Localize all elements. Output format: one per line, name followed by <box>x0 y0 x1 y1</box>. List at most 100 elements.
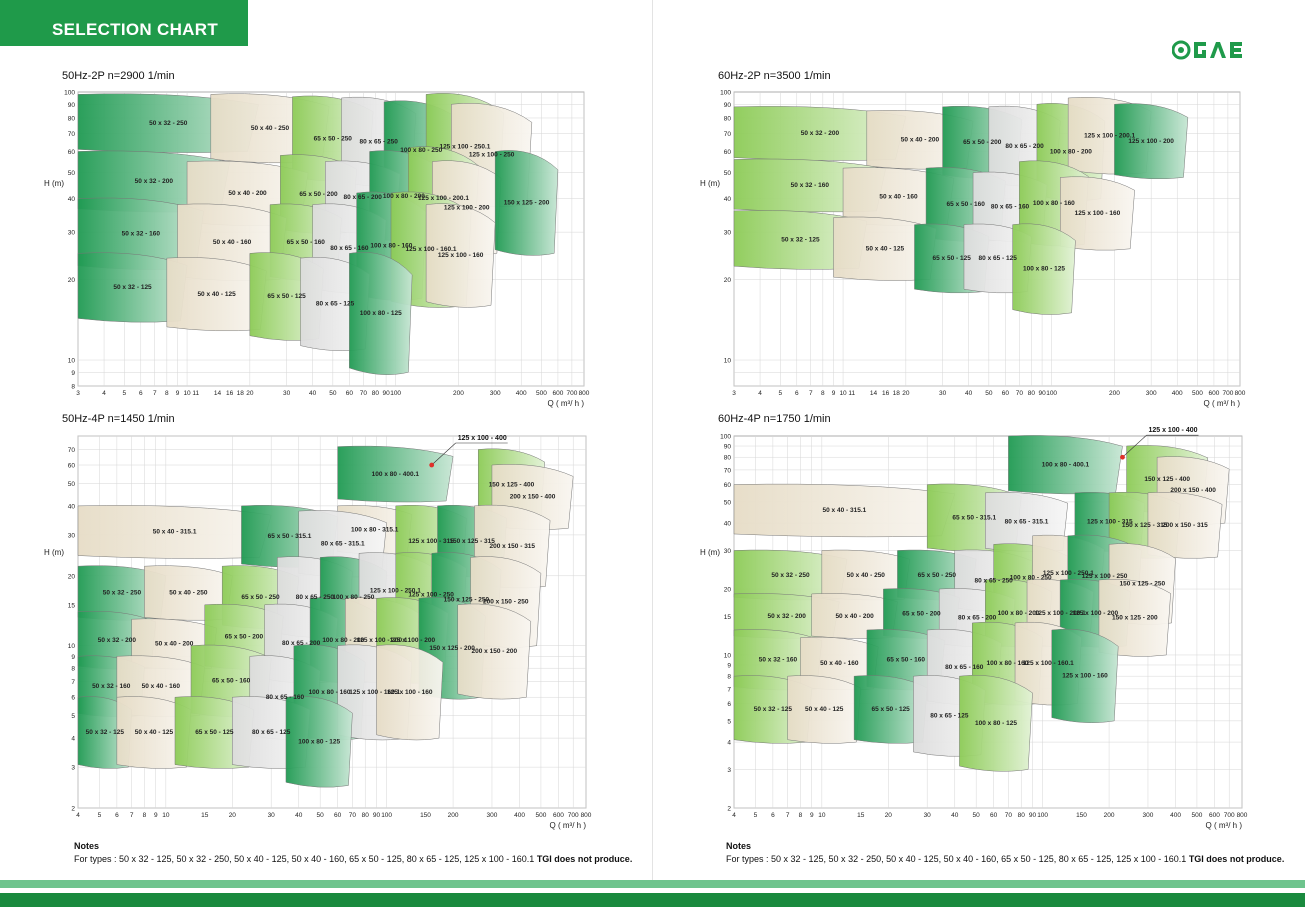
x-tick-label: 16 <box>226 390 234 397</box>
chart-2-title: 60Hz-2P n=3500 1/min <box>718 70 831 82</box>
y-axis-label: H (m) <box>44 179 64 188</box>
y-tick-label: 2 <box>727 806 731 813</box>
y-tick-label: 60 <box>724 482 732 489</box>
x-tick-label: 700 <box>566 390 577 397</box>
y-tick-label: 50 <box>724 170 732 177</box>
x-tick-label: 700 <box>1222 390 1233 397</box>
series-label: 80 x 65 - 200 <box>282 640 321 647</box>
y-tick-label: 100 <box>64 90 75 97</box>
x-tick-label: 80 <box>372 390 380 397</box>
notes-text: For types : 50 x 32 - 125, 50 x 32 - 250… <box>726 854 1187 864</box>
x-tick-label: 300 <box>490 390 501 397</box>
x-tick-label: 60 <box>346 390 354 397</box>
y-tick-label: 2 <box>71 806 75 813</box>
x-tick-label: 14 <box>870 390 878 397</box>
x-tick-label: 300 <box>487 812 498 819</box>
pump-range-region <box>116 696 192 769</box>
series-label: 125 x 100 - 160.1 <box>1023 660 1074 667</box>
series-label: 125 x 100 - 200 <box>1128 138 1174 145</box>
series-label: 50 x 40 - 250 <box>847 572 886 579</box>
y-tick-label: 20 <box>724 587 732 594</box>
x-tick-label: 70 <box>349 812 357 819</box>
y-tick-label: 50 <box>68 170 76 177</box>
x-tick-label: 8 <box>165 390 169 397</box>
series-label: 50 x 32 - 160 <box>92 683 131 690</box>
series-label: 80 x 65 - 200 <box>1005 143 1044 150</box>
series-label: 100 x 80 - 200 <box>322 637 364 644</box>
x-tick-label: 700 <box>568 812 579 819</box>
footer-band-gap <box>0 888 1305 893</box>
chart-3-title: 50Hz-4P n=1450 1/min <box>62 413 175 425</box>
x-tick-label: 300 <box>1143 812 1154 819</box>
series-label: 50 x 40 - 160 <box>213 239 252 246</box>
x-tick-label: 800 <box>1237 812 1248 819</box>
y-tick-label: 90 <box>724 444 732 451</box>
x-tick-label: 500 <box>536 812 547 819</box>
series-label: 125 x 100 - 200.1 <box>357 637 408 644</box>
series-label: 80 x 65 - 160 <box>330 245 369 252</box>
series-label: 200 x 150 - 315 <box>490 543 536 550</box>
x-tick-label: 3 <box>76 390 80 397</box>
series-label: 125 x 100 - 200 <box>390 637 436 644</box>
series-label: 50 x 40 - 200 <box>228 190 267 197</box>
series-label: 100 x 80 - 200 <box>383 193 425 200</box>
series-label: 50 x 40 - 250 <box>169 590 208 597</box>
series-label: 65 x 50 - 160 <box>212 678 251 685</box>
y-tick-label: 30 <box>68 532 76 539</box>
annotation-marker <box>1120 454 1125 460</box>
x-tick-label: 50 <box>973 812 981 819</box>
x-tick-label: 800 <box>579 390 590 397</box>
series-label: 50 x 32 - 160 <box>791 182 830 189</box>
y-tick-label: 10 <box>68 643 76 650</box>
pump-range-region <box>1051 628 1119 723</box>
series-label: 50 x 32 - 160 <box>759 656 798 663</box>
series-label: 200 x 150 - 315 <box>1162 522 1208 529</box>
x-tick-label: 200 <box>448 812 459 819</box>
series-label: 80 x 65 - 315.1 <box>1005 519 1049 526</box>
notes-text: For types : 50 x 32 - 125, 50 x 32 - 250… <box>74 854 535 864</box>
y-tick-label: 15 <box>724 614 732 621</box>
x-tick-label: 150 <box>1076 812 1087 819</box>
pump-range-region <box>349 251 413 375</box>
series-label: 65 x 50 - 160 <box>287 239 326 246</box>
series-label: 125 x 100 - 315 <box>408 538 454 545</box>
series-label: 200 x 150 - 250 <box>483 599 529 606</box>
series-label: 125 x 100 - 160 <box>1062 672 1108 679</box>
y-tick-label: 20 <box>68 277 76 284</box>
x-tick-label: 90 <box>382 390 390 397</box>
y-tick-label: 80 <box>724 115 732 122</box>
x-tick-label: 10 <box>839 390 847 397</box>
series-label: 50 x 32 - 125 <box>754 706 793 713</box>
series-label: 50 x 32 - 200 <box>98 637 137 644</box>
x-tick-label: 14 <box>214 390 222 397</box>
series-label: 50 x 40 - 200 <box>901 137 940 144</box>
series-label: 200 x 150 - 200 <box>472 648 518 655</box>
x-tick-label: 30 <box>939 390 947 397</box>
x-tick-label: 8 <box>799 812 803 819</box>
series-label: 50 x 40 - 315.1 <box>823 507 867 514</box>
annotation-leader <box>431 442 456 466</box>
y-tick-label: 90 <box>68 102 76 109</box>
x-tick-label: 50 <box>985 390 993 397</box>
series-label: 50 x 40 - 160 <box>879 193 918 200</box>
y-tick-label: 3 <box>727 767 731 774</box>
series-label: 125 x 100 - 250 <box>469 151 515 158</box>
series-label: 65 x 50 - 125 <box>195 729 234 736</box>
y-tick-label: 60 <box>68 463 76 470</box>
pump-range-region <box>787 675 861 744</box>
chart-1-title: 50Hz-2P n=2900 1/min <box>62 70 175 82</box>
y-tick-label: 4 <box>727 740 731 747</box>
x-tick-label: 20 <box>885 812 893 819</box>
x-tick-label: 400 <box>514 812 525 819</box>
series-label: 50 x 40 - 200 <box>835 613 874 620</box>
x-tick-label: 6 <box>771 812 775 819</box>
series-label: 125 x 100 - 250 <box>408 592 454 599</box>
x-tick-label: 20 <box>246 390 254 397</box>
series-label: 80 x 65 - 125 <box>316 301 355 308</box>
series-label: 100 x 80 - 200 <box>998 610 1040 617</box>
series-label: 50 x 40 - 125 <box>197 291 236 298</box>
x-tick-label: 300 <box>1146 390 1157 397</box>
series-label: 125 x 100 - 160.1 <box>349 689 400 696</box>
series-label: 50 x 32 - 160 <box>122 230 161 237</box>
x-tick-label: 100 <box>1046 390 1057 397</box>
